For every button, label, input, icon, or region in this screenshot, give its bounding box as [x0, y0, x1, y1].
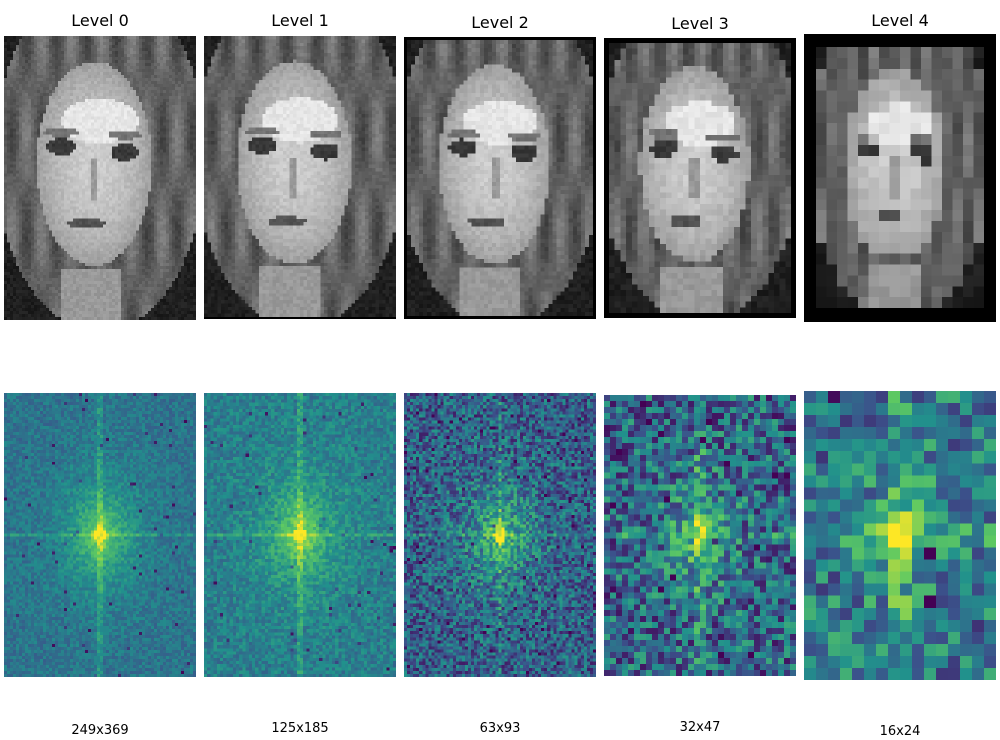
- grayscale-face-image: [804, 34, 996, 322]
- image-size-label: 249x369: [4, 723, 196, 738]
- level-column-2: Level 2 63x93: [404, 0, 596, 740]
- image-size-label: 63x93: [404, 721, 596, 736]
- level-title: Level 1: [204, 11, 396, 30]
- fourier-spectrum-image: [604, 395, 796, 676]
- image-size-label: 32x47: [604, 720, 796, 735]
- face-pixels: [609, 43, 791, 313]
- spectrum-pixels: [204, 393, 396, 677]
- fourier-spectrum-image: [4, 393, 196, 677]
- grayscale-face-image: [4, 36, 196, 320]
- level-column-0: Level 0 249x369: [4, 0, 196, 740]
- image-size-label: 16x24: [804, 724, 996, 739]
- level-column-4: Level 4 16x24: [804, 0, 996, 740]
- fourier-spectrum-image: [804, 391, 996, 680]
- face-pixels: [816, 47, 984, 308]
- spectrum-pixels: [804, 391, 996, 680]
- grayscale-face-image: [204, 36, 396, 319]
- grayscale-face-image: [404, 37, 596, 319]
- grayscale-face-image: [604, 38, 796, 318]
- level-title: Level 0: [4, 11, 196, 30]
- level-title: Level 3: [604, 14, 796, 33]
- level-column-3: Level 3 32x47: [604, 0, 796, 740]
- spectrum-pixels: [404, 393, 596, 677]
- spectrum-pixels: [604, 395, 796, 676]
- face-pixels: [4, 36, 196, 320]
- image-size-label: 125x185: [204, 721, 396, 736]
- level-column-1: Level 1 125x185: [204, 0, 396, 740]
- face-pixels: [407, 40, 593, 316]
- level-title: Level 2: [404, 13, 596, 32]
- fourier-spectrum-image: [404, 393, 596, 677]
- level-title: Level 4: [804, 11, 996, 30]
- spectrum-pixels: [4, 393, 196, 677]
- face-pixels: [204, 36, 396, 317]
- fourier-spectrum-image: [204, 393, 396, 677]
